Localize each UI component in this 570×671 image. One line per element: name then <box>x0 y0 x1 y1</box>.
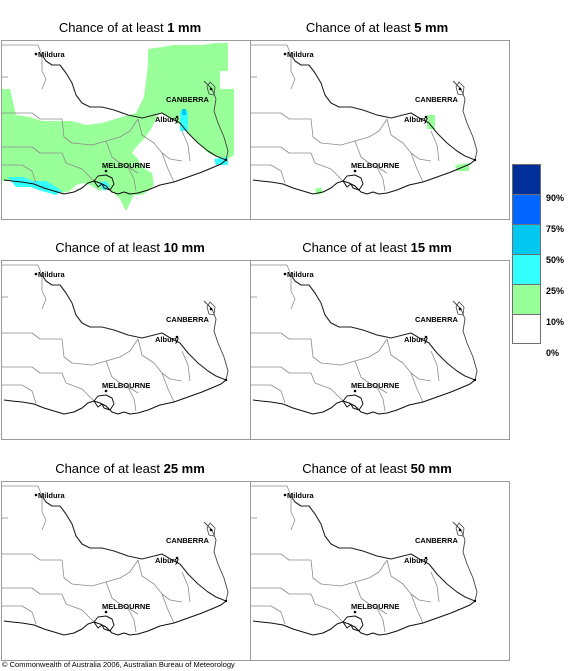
map-svg <box>251 44 478 195</box>
city-dot <box>175 335 179 339</box>
city-label-canberra: CANBERRA <box>415 315 458 324</box>
panel-title-5mm: Chance of at least 5 mm <box>305 20 449 35</box>
city-label-melbourne: MELBOURNE <box>102 381 151 390</box>
city-label-canberra: CANBERRA <box>166 315 209 324</box>
rain-probability-area <box>427 115 435 129</box>
city-label-melbourne: MELBOURNE <box>351 381 400 390</box>
city-dot <box>224 599 228 603</box>
city-dot <box>424 115 428 119</box>
city-dot <box>175 115 179 119</box>
panel-title-1mm: Chance of at least 1 mm <box>58 20 202 35</box>
city-dot <box>104 610 108 614</box>
city-label-albury: Albury <box>155 115 179 124</box>
city-dot <box>473 599 477 603</box>
city-dot <box>283 493 287 497</box>
city-dot <box>458 528 462 532</box>
city-dot <box>104 169 108 173</box>
city-label-albury: Albury <box>404 115 428 124</box>
legend-swatch-75 <box>512 194 541 224</box>
legend-swatch-90 <box>512 164 541 194</box>
map-15mm: Mildura CANBERRA Albury MELBOURNE <box>250 260 510 440</box>
map-svg <box>251 485 478 636</box>
city-dot <box>424 556 428 560</box>
city-dot <box>209 528 213 532</box>
legend-label-75: 75% <box>546 224 565 234</box>
city-dot <box>209 307 213 311</box>
rain-probability-area <box>182 109 186 115</box>
city-label-canberra: CANBERRA <box>415 536 458 545</box>
city-dot <box>424 335 428 339</box>
city-dot <box>473 378 477 382</box>
map-50mm: Mildura CANBERRA Albury MELBOURNE <box>250 481 510 661</box>
city-dot <box>34 493 38 497</box>
city-dot <box>458 87 462 91</box>
city-dot <box>353 610 357 614</box>
legend-label-90: 90% <box>546 193 565 203</box>
city-label-melbourne: MELBOURNE <box>102 161 151 170</box>
city-dot <box>473 158 477 162</box>
city-dot <box>458 307 462 311</box>
city-label-mildura: Mildura <box>287 491 314 500</box>
city-dot <box>104 389 108 393</box>
city-label-canberra: CANBERRA <box>166 95 209 104</box>
city-label-mildura: Mildura <box>287 50 314 59</box>
legend-swatch-50 <box>512 224 541 254</box>
city-dot <box>353 389 357 393</box>
city-label-mildura: Mildura <box>287 270 314 279</box>
panel-title-25mm: Chance of at least 25 mm <box>55 461 205 476</box>
legend-swatch-0 <box>512 314 541 344</box>
city-dot <box>283 272 287 276</box>
city-label-mildura: Mildura <box>38 270 65 279</box>
legend-swatch-10 <box>512 284 541 314</box>
city-dot <box>34 52 38 56</box>
legend-label-0: 0% <box>546 348 560 358</box>
city-label-canberra: CANBERRA <box>415 95 458 104</box>
city-label-mildura: Mildura <box>38 491 65 500</box>
city-label-melbourne: MELBOURNE <box>351 161 400 170</box>
city-label-canberra: CANBERRA <box>166 536 209 545</box>
city-dot <box>224 378 228 382</box>
city-dot <box>224 158 228 162</box>
map-svg <box>2 485 229 636</box>
panel-title-50mm: Chance of at least 50 mm <box>302 461 452 476</box>
panel-title-10mm: Chance of at least 10 mm <box>55 240 205 255</box>
legend-label-10: 10% <box>546 317 565 327</box>
panel-title-15mm: Chance of at least 15 mm <box>302 240 452 255</box>
map-svg <box>2 264 229 415</box>
map-1mm: Mildura CANBERRA Albury MELBOURNE <box>1 40 261 220</box>
city-dot <box>209 87 213 91</box>
map-svg <box>251 264 478 415</box>
legend-label-50: 50% <box>546 255 565 265</box>
city-label-albury: Albury <box>404 556 428 565</box>
map-10mm: Mildura CANBERRA Albury MELBOURNE <box>1 260 261 440</box>
city-label-melbourne: MELBOURNE <box>351 602 400 611</box>
city-label-albury: Albury <box>155 335 179 344</box>
map-5mm: Mildura CANBERRA Albury MELBOURNE <box>250 40 510 220</box>
legend-label-25: 25% <box>546 286 565 296</box>
city-label-albury: Albury <box>155 556 179 565</box>
legend <box>512 164 541 344</box>
map-svg <box>2 43 234 211</box>
city-label-melbourne: MELBOURNE <box>102 602 151 611</box>
city-dot <box>34 272 38 276</box>
city-label-albury: Albury <box>404 335 428 344</box>
legend-swatch-25 <box>512 254 541 284</box>
city-dot <box>283 52 287 56</box>
rain-probability-area <box>2 43 234 211</box>
city-dot <box>353 169 357 173</box>
city-dot <box>175 556 179 560</box>
copyright-text: © Commonwealth of Australia 2006, Austra… <box>2 660 235 669</box>
map-25mm: Mildura CANBERRA Albury MELBOURNE <box>1 481 261 661</box>
city-label-mildura: Mildura <box>38 50 65 59</box>
